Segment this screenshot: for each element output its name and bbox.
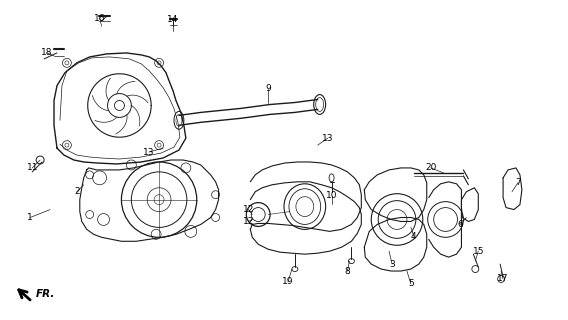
Text: 19: 19	[282, 277, 294, 286]
Text: 10: 10	[326, 191, 337, 200]
Text: 16: 16	[94, 14, 106, 23]
Text: 4: 4	[411, 232, 417, 241]
Text: 13: 13	[322, 134, 333, 143]
Text: 11: 11	[27, 164, 38, 172]
Text: 7: 7	[515, 178, 521, 187]
Text: 6: 6	[458, 220, 463, 229]
Text: 2: 2	[74, 187, 80, 196]
Text: 3: 3	[389, 260, 395, 268]
Text: 1: 1	[27, 213, 33, 222]
Text: FR.: FR.	[36, 289, 56, 299]
Text: 8: 8	[345, 267, 350, 276]
Text: 15: 15	[473, 247, 484, 256]
Text: 12: 12	[243, 217, 254, 226]
Text: 18: 18	[41, 48, 53, 57]
Text: 17: 17	[498, 275, 509, 284]
Text: 13: 13	[144, 148, 155, 156]
Text: 20: 20	[425, 164, 436, 172]
Text: 5: 5	[408, 279, 414, 288]
Text: 12: 12	[243, 205, 254, 214]
Text: 14: 14	[168, 15, 179, 24]
Text: 9: 9	[265, 84, 271, 93]
